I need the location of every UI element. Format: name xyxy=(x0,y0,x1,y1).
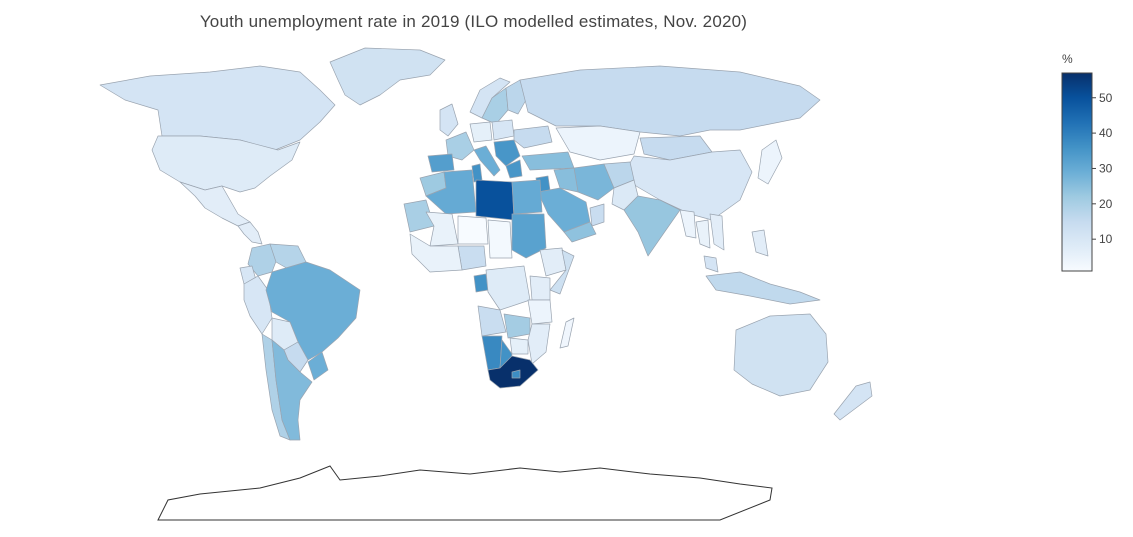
country-thailand[interactable] xyxy=(695,219,711,249)
country-yemen[interactable] xyxy=(563,221,597,243)
country-canada[interactable] xyxy=(99,65,336,151)
country-balkans[interactable] xyxy=(493,139,521,167)
country-philippines[interactable] xyxy=(751,229,769,257)
antarctica-outline xyxy=(157,465,773,521)
country-kazakhstan[interactable] xyxy=(555,125,641,161)
colorbar-tick-label: 20 xyxy=(1099,197,1113,211)
country-peru[interactable] xyxy=(243,275,273,335)
country-germany[interactable] xyxy=(469,121,493,143)
country-zimbabwe[interactable] xyxy=(509,337,529,355)
colorbar-tick-label: 30 xyxy=(1099,161,1113,175)
country-japan[interactable] xyxy=(757,139,783,185)
country-tanzania[interactable] xyxy=(527,299,553,325)
country-new-zealand[interactable] xyxy=(833,381,873,421)
country-india[interactable] xyxy=(623,195,681,257)
colorbar-tick-label: 10 xyxy=(1099,232,1113,246)
country-france[interactable] xyxy=(445,131,475,161)
country-uruguay[interactable] xyxy=(307,351,329,381)
country-greece[interactable] xyxy=(505,159,523,179)
country-egypt[interactable] xyxy=(511,179,543,215)
country-argentina[interactable] xyxy=(271,339,313,441)
country-iraq[interactable] xyxy=(553,167,579,193)
chart-title: Youth unemployment rate in 2019 (ILO mod… xyxy=(199,12,748,31)
country-chad[interactable] xyxy=(487,219,513,259)
country-united-states[interactable] xyxy=(151,135,301,193)
country-oman[interactable] xyxy=(589,203,605,227)
colorbar-ticks: 10 20 30 40 50 xyxy=(1092,91,1113,246)
country-poland[interactable] xyxy=(491,119,515,141)
country-central-america[interactable] xyxy=(237,221,263,245)
country-niger[interactable] xyxy=(457,215,489,245)
country-kenya[interactable] xyxy=(529,275,551,301)
country-vietnam[interactable] xyxy=(709,213,725,251)
country-gabon[interactable] xyxy=(473,273,489,293)
country-madagascar[interactable] xyxy=(559,317,575,349)
country-greenland[interactable] xyxy=(329,47,446,106)
country-myanmar[interactable] xyxy=(679,209,697,239)
country-australia[interactable] xyxy=(733,313,829,397)
country-west-africa[interactable] xyxy=(409,233,463,273)
country-mali[interactable] xyxy=(425,211,459,247)
country-tunisia[interactable] xyxy=(471,163,483,183)
country-indonesia[interactable] xyxy=(705,271,821,305)
country-libya[interactable] xyxy=(475,179,515,221)
country-italy[interactable] xyxy=(473,145,501,177)
colorbar-title: % xyxy=(1062,52,1073,66)
country-lesotho[interactable] xyxy=(511,369,521,379)
countries-layer xyxy=(99,47,873,441)
country-zambia[interactable] xyxy=(503,313,531,339)
country-nigeria[interactable] xyxy=(457,245,487,271)
country-sudan[interactable] xyxy=(511,213,547,259)
country-angola[interactable] xyxy=(477,305,507,337)
country-dr-congo[interactable] xyxy=(485,265,531,311)
country-namibia[interactable] xyxy=(481,335,503,371)
colorbar xyxy=(1061,72,1093,272)
country-russia[interactable] xyxy=(519,65,821,137)
country-somalia[interactable] xyxy=(549,249,575,295)
colorbar-tick-label: 50 xyxy=(1099,91,1113,105)
colorbar-tick-label: 40 xyxy=(1099,126,1113,140)
country-united-kingdom[interactable] xyxy=(439,103,459,137)
country-malaysia[interactable] xyxy=(703,255,719,273)
country-mozambique[interactable] xyxy=(527,323,551,365)
country-spain[interactable] xyxy=(427,153,455,173)
country-turkey[interactable] xyxy=(521,151,575,171)
country-ukraine[interactable] xyxy=(513,125,553,149)
